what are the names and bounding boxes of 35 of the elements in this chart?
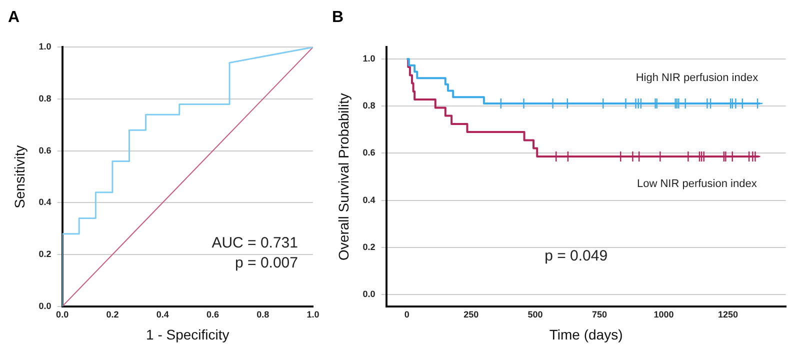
y-tick-label: 0.0	[362, 289, 376, 300]
y-tick-label: 0.4	[362, 194, 376, 205]
annotation: AUC = 0.731	[212, 234, 298, 252]
y-tick-label: 0.2	[362, 242, 376, 252]
y-tick-label: 0.8	[38, 94, 52, 104]
series-label: High NIR perfusion index	[636, 72, 759, 84]
chart-title: A	[8, 9, 20, 26]
x-tick-label: 0.4	[156, 309, 169, 320]
y-axis-title: Sensitivity	[11, 145, 28, 208]
y-tick-label: 0.6	[362, 148, 376, 158]
x-tick-label: 1000	[654, 309, 674, 320]
y-axis-title: Overall Survival Probability	[335, 93, 352, 260]
annotation: p = 0.007	[235, 254, 298, 272]
x-tick-label: 0.0	[56, 309, 69, 320]
x-tick-label: 0.8	[256, 309, 270, 320]
y-tick-label: 0.0	[38, 300, 52, 311]
x-tick-label: 250	[464, 309, 479, 320]
x-tick-label: 0	[404, 309, 410, 320]
x-tick-label: 500	[528, 309, 543, 320]
series-label: Low NIR perfusion index	[636, 178, 758, 190]
x-axis-title: Time (days)	[549, 326, 623, 342]
y-tick-label: 1.0	[362, 53, 376, 64]
x-tick-label: 1250	[718, 309, 738, 320]
x-tick-label: 0.2	[106, 309, 119, 320]
y-tick-label: 0.4	[38, 197, 52, 208]
chart-title: B	[332, 9, 344, 26]
x-tick-label: 0.6	[206, 309, 219, 320]
x-tick-label: 1.0	[306, 309, 320, 320]
y-tick-label: 0.8	[362, 100, 376, 111]
x-axis-title: 1 - Specificity	[146, 326, 230, 342]
x-tick-label: 750	[592, 309, 608, 320]
y-tick-label: 1.0	[38, 42, 52, 52]
y-tick-label: 0.6	[38, 145, 52, 156]
annotation: p = 0.049	[544, 248, 608, 265]
y-tick-label: 0.2	[38, 249, 52, 260]
